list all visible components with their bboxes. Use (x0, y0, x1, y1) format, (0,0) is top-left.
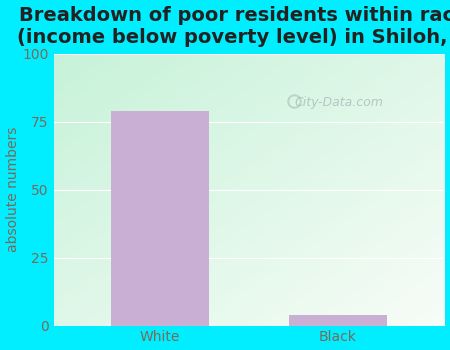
Text: City-Data.com: City-Data.com (294, 96, 383, 109)
Bar (289, 315, 387, 326)
Y-axis label: absolute numbers: absolute numbers (5, 127, 19, 252)
Bar (111, 111, 209, 326)
Title: Breakdown of poor residents within races
(income below poverty level) in Shiloh,: Breakdown of poor residents within races… (17, 6, 450, 47)
